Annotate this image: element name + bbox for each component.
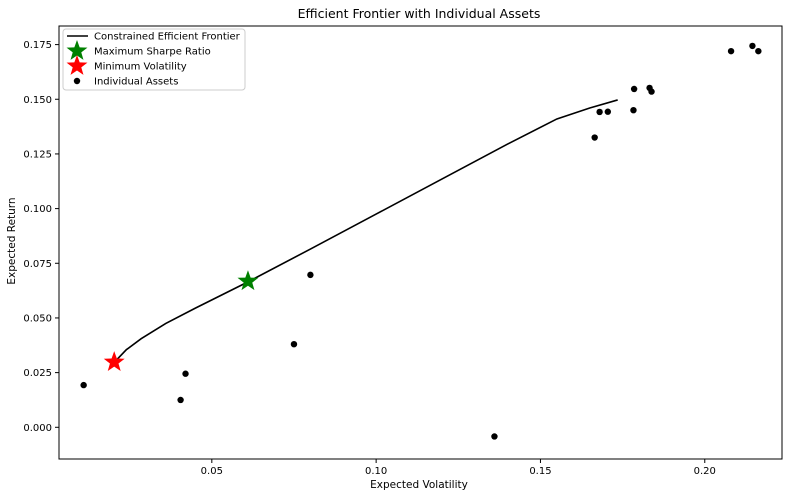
y-axis-label: Expected Return [6,197,18,284]
legend-max-sharpe-label: Maximum Sharpe Ratio [94,47,211,58]
legend-assets-label: Individual Assets [94,77,178,88]
x-tick-label: 0.15 [529,466,551,477]
asset-point-11 [630,106,637,114]
asset-point-5 [307,271,314,279]
min-volatility-star [103,351,125,372]
legend-frontier-label: Constrained Efficient Frontier [94,32,241,43]
y-tick-label: 0.025 [23,368,52,379]
y-tick-label: 0.050 [23,313,52,324]
asset-point-15 [749,42,756,50]
x-tick-label: 0.20 [694,466,716,477]
legend-min-volatility-label: Minimum Volatility [94,62,187,73]
y-tick-label: 0.125 [23,149,52,160]
asset-point-4 [290,340,298,348]
max-sharpe-star [237,270,259,291]
efficient-frontier-line [114,99,618,363]
y-axis: 0.000 0.025 0.050 0.075 0.100 0.125 0.150 0.175 [23,40,59,434]
asset-point-3 [182,370,189,377]
y-tick-label: 0.075 [23,259,52,270]
asset-point-7 [591,134,598,141]
asset-point-10 [630,85,638,93]
y-tick-label: 0.000 [23,423,52,434]
plot-frame [58,25,783,460]
legend: Constrained Efficient Frontier Maximum Sh… [62,28,246,91]
asset-point-2 [177,396,184,404]
legend-min-volatility-swatch [66,55,88,75]
x-axis: 0.05 0.10 0.15 0.20 [201,459,716,477]
plot-area [58,25,783,460]
y-tick-label: 0.100 [23,204,52,215]
legend-box [62,28,246,91]
y-tick-label: 0.175 [23,40,52,51]
asset-point-14 [727,47,735,55]
asset-point-9 [604,108,612,115]
asset-point-13 [648,88,655,95]
legend-max-sharpe-swatch [66,40,88,60]
x-axis-label: Expected Volatility [370,479,468,491]
asset-point-16 [755,47,762,55]
y-tick-label: 0.150 [23,95,52,106]
asset-point-1 [80,381,87,389]
x-tick-label: 0.10 [365,466,387,477]
x-tick-label: 0.05 [201,466,223,477]
legend-assets-swatch [73,77,81,85]
chart-title: Efficient Frontier with Individual Asset… [298,6,541,21]
asset-point-6 [491,433,498,440]
asset-point-8 [596,108,603,116]
